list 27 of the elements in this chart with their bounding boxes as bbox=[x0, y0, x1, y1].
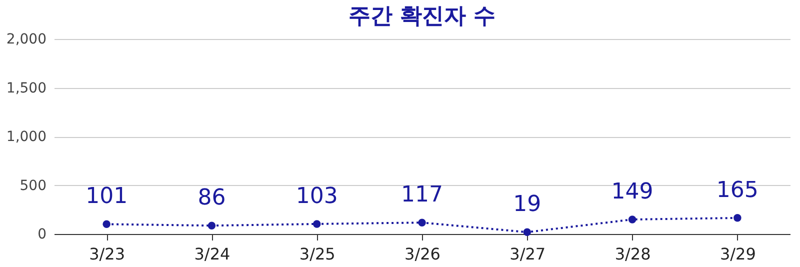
data-label: 103 bbox=[296, 184, 338, 209]
y-tick-label: 0 bbox=[38, 226, 46, 242]
x-tick-label: 3/27 bbox=[510, 244, 546, 264]
chart-title: 주간 확진자 수 bbox=[348, 4, 496, 29]
point bbox=[734, 214, 742, 222]
point bbox=[523, 228, 532, 236]
y-tick-label: 2,000 bbox=[6, 32, 46, 48]
point bbox=[418, 218, 426, 226]
x-tick-label: 3/26 bbox=[404, 244, 440, 264]
data-label: 19 bbox=[513, 192, 542, 218]
data-label: 149 bbox=[611, 179, 654, 204]
x-tick-label: 3/23 bbox=[89, 244, 126, 264]
point bbox=[208, 222, 216, 230]
point bbox=[628, 216, 636, 224]
data-label: 101 bbox=[86, 184, 128, 210]
x-tick-label: 3/25 bbox=[299, 244, 336, 264]
point bbox=[312, 220, 321, 228]
data-label: 117 bbox=[401, 182, 443, 208]
x-tick-label: 3/29 bbox=[720, 244, 756, 264]
y-tick-label: 500 bbox=[20, 178, 46, 194]
point bbox=[102, 220, 110, 228]
x-tick-label: 3/28 bbox=[614, 244, 651, 264]
x-tick-label: 3/24 bbox=[194, 244, 230, 264]
y-tick-label: 1,000 bbox=[6, 129, 46, 145]
y-tick-label: 1,500 bbox=[6, 80, 46, 96]
data-label: 165 bbox=[716, 178, 758, 203]
data-label: 86 bbox=[198, 186, 226, 211]
